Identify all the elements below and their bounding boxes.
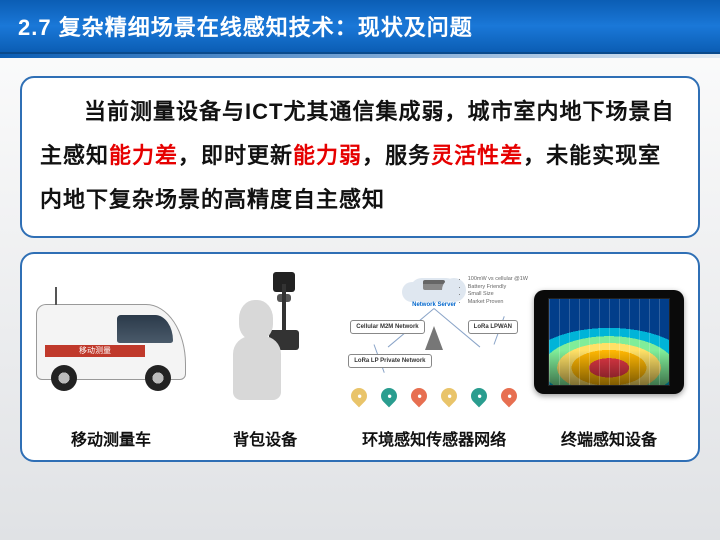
figure-col-van: 移动测量 移动测量车 (36, 272, 186, 450)
description-box: 当前测量设备与ICT尤其通信集成弱，城市室内地下场景自主感知能力差，即时更新能力… (20, 76, 700, 238)
backpack-illustration (225, 272, 305, 412)
van-illustration: 移动测量 (36, 304, 186, 380)
figure-col-tablet: 终端感知设备 (534, 272, 684, 450)
caption-backpack: 背包设备 (233, 426, 297, 450)
desc-highlight: 能力弱 (293, 143, 362, 168)
section-title: 2.7 复杂精细场景在线感知技术：现状及问题 (0, 0, 720, 54)
figure-col-network: Network Server Cellular M2M Network LoRa… (344, 272, 524, 450)
desc-highlight: 能力差 (109, 143, 178, 168)
tablet-illustration (534, 290, 684, 394)
sensor-pin-icon: ● (468, 385, 491, 408)
sensor-pin-icon: ● (348, 385, 371, 408)
caption-van: 移动测量车 (71, 426, 151, 450)
sensor-pin-icon: ● (378, 385, 401, 408)
sensor-pin-icon: ● (498, 385, 521, 408)
desc-highlight: 灵活性差 (431, 143, 523, 168)
sensor-pin-icon: ● (408, 385, 431, 408)
caption-tablet: 终端感知设备 (561, 426, 657, 450)
desc-text: ，服务 (362, 143, 431, 168)
caption-network: 环境感知传感器网络 (362, 426, 506, 450)
network-spec-list: 100mW vs cellular @1W Battery Friendly S… (458, 276, 528, 307)
desc-text: ，即时更新 (178, 143, 293, 168)
sensor-pin-icon: ● (438, 385, 461, 408)
network-illustration: Network Server Cellular M2M Network LoRa… (344, 272, 524, 412)
figure-panel: 移动测量 移动测量车 背包设备 (20, 252, 700, 462)
figure-col-backpack: 背包设备 (196, 272, 334, 450)
